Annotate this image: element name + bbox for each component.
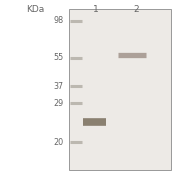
- Text: 2: 2: [133, 4, 139, 14]
- Text: 98: 98: [54, 16, 64, 25]
- Text: 37: 37: [54, 82, 64, 91]
- FancyBboxPatch shape: [69, 9, 171, 170]
- Text: 1: 1: [93, 4, 99, 14]
- Text: 20: 20: [54, 138, 64, 147]
- Text: KDa: KDa: [26, 4, 44, 14]
- Text: 55: 55: [54, 53, 64, 62]
- Text: 29: 29: [54, 99, 64, 108]
